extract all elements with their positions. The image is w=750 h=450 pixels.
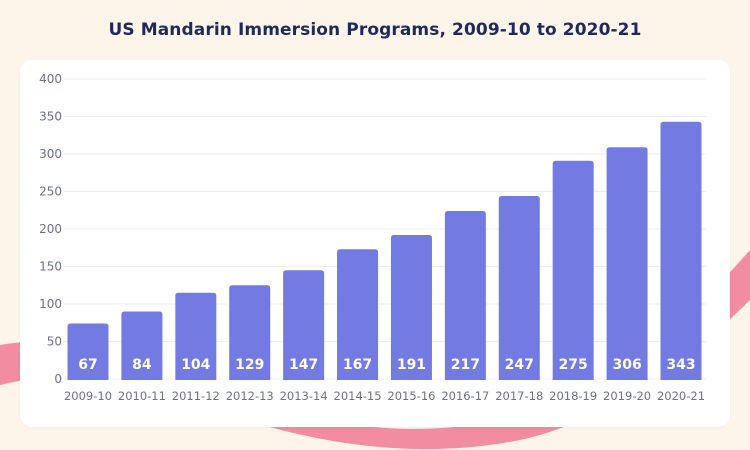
- x-tick-label: 2010-11: [118, 389, 166, 403]
- data-label-2019-20: 306: [612, 357, 641, 373]
- y-tick-label: 100: [39, 297, 62, 311]
- x-axis-ticks: 2009-10 2010-11 2011-12 2012-13 2013-14 2014-…: [64, 389, 705, 403]
- x-tick-label: 2009-10: [64, 389, 112, 403]
- data-label-2018-19: 275: [559, 357, 588, 373]
- bar-2020-21: [660, 121, 702, 380]
- data-labels: 67 84 104 129 147 167 191 217 247 275 306 343: [78, 357, 695, 373]
- data-label-2013-14: 147: [289, 357, 318, 373]
- bar-2018-19: [552, 160, 594, 380]
- bar-2010-11: [121, 311, 163, 380]
- y-tick-label: 150: [39, 260, 62, 274]
- data-label-2011-12: 104: [181, 357, 210, 373]
- x-tick-label: 2013-14: [280, 389, 328, 403]
- x-tick-label: 2017-18: [495, 389, 543, 403]
- x-tick-label: 2011-12: [172, 389, 220, 403]
- chart-title: US Mandarin Immersion Programs, 2009-10 …: [108, 20, 642, 40]
- x-tick-label: 2012-13: [226, 389, 274, 403]
- data-label-2020-21: 343: [666, 357, 695, 373]
- y-tick-label: 50: [47, 335, 62, 349]
- y-tick-label: 350: [39, 110, 62, 124]
- bar-2012-13: [229, 285, 271, 380]
- data-label-2016-17: 217: [451, 357, 480, 373]
- data-label-2009-10: 67: [78, 357, 97, 373]
- data-label-2010-11: 84: [132, 357, 152, 373]
- y-tick-label: 300: [39, 147, 62, 161]
- data-label-2014-15: 167: [343, 357, 372, 373]
- y-tick-label: 250: [39, 185, 62, 199]
- bar-2016-17: [444, 211, 486, 380]
- x-tick-label: 2015-16: [387, 389, 435, 403]
- bar-2011-12: [175, 292, 217, 380]
- bar-2017-18: [498, 196, 540, 380]
- x-tick-label: 2016-17: [441, 389, 489, 403]
- y-axis-ticks: 0 50 100 150 200 250 300 350 400: [39, 72, 62, 386]
- x-tick-label: 2014-15: [334, 389, 382, 403]
- bar-2009-10: [67, 323, 109, 380]
- data-label-2015-16: 191: [397, 357, 426, 373]
- bars: [67, 121, 702, 380]
- data-label-2017-18: 247: [505, 357, 534, 373]
- bar-2015-16: [390, 235, 432, 380]
- x-tick-label: 2020-21: [657, 389, 705, 403]
- y-tick-label: 0: [54, 372, 62, 386]
- y-tick-label: 400: [39, 72, 62, 86]
- x-tick-label: 2019-20: [603, 389, 651, 403]
- bar-2019-20: [606, 147, 648, 380]
- x-tick-label: 2018-19: [549, 389, 597, 403]
- bar-2013-14: [283, 270, 325, 380]
- y-tick-label: 200: [39, 222, 62, 236]
- data-label-2012-13: 129: [235, 357, 264, 373]
- bar-2014-15: [337, 249, 379, 380]
- gridlines: [64, 78, 706, 380]
